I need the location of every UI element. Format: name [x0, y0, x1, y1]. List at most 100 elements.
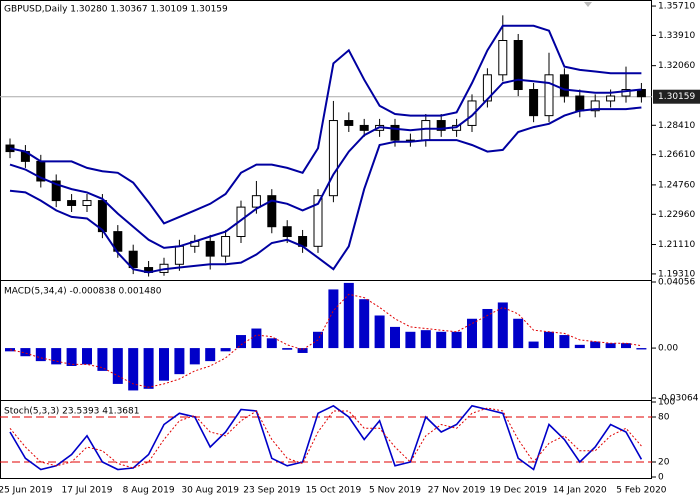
candle-body: [51, 180, 61, 202]
y-tick-label: -0.03064: [658, 394, 699, 404]
bollinger-band: [9, 106, 642, 274]
candle-body: [221, 236, 231, 257]
macd-bar: [189, 348, 200, 365]
macd-bar: [374, 315, 385, 349]
x-tick-label: 25 Jun 2019: [0, 486, 53, 496]
macd-bar: [544, 331, 554, 349]
macd-bar: [266, 338, 277, 349]
bollinger-band: [9, 24, 642, 225]
macd-bar: [205, 348, 216, 362]
candle-body: [482, 74, 492, 102]
candle-body: [590, 100, 600, 112]
candle-body: [529, 89, 539, 117]
y-tick-label: 1.26610: [658, 150, 695, 160]
x-tick-label: 19 Dec 2019: [489, 486, 547, 496]
bollinger-band: [9, 78, 642, 249]
y-tick-label: 1.24760: [658, 180, 695, 190]
candle-body: [236, 206, 246, 238]
candle-body: [267, 195, 277, 228]
scroll-marker: [584, 2, 592, 7]
x-tick-label: 14 Jan 2020: [553, 486, 607, 496]
macd-bar: [159, 348, 169, 381]
y-tick-label: 0.00: [658, 344, 678, 354]
y-tick-label: 1.28410: [658, 121, 695, 131]
x-tick-label: 27 Nov 2019: [428, 486, 486, 496]
candle-body: [251, 195, 261, 208]
candle-body: [67, 200, 77, 206]
macd-bar: [559, 335, 570, 349]
indicator-line: [9, 293, 642, 388]
macd-bar: [497, 302, 508, 349]
macd-bar: [574, 344, 585, 349]
macd-bar: [513, 318, 524, 349]
y-tick-label: 0.04056: [658, 278, 695, 288]
candle-body: [421, 120, 431, 141]
macd-bar: [636, 348, 647, 350]
candle-body: [128, 250, 138, 269]
y-tick-label: 1.22960: [658, 210, 695, 220]
y-tick-label: 1.19310: [658, 269, 695, 279]
candle-body: [359, 124, 369, 131]
macd-bar: [621, 343, 631, 349]
candle-body: [205, 240, 215, 257]
macd-bar: [297, 348, 308, 353]
x-tick-label: 8 Aug 2019: [123, 486, 175, 496]
indicator-line: [9, 407, 642, 469]
y-tick-label: 0: [658, 473, 664, 483]
macd-bar: [420, 330, 431, 349]
candle-body: [174, 245, 184, 265]
macd-bar: [51, 348, 62, 365]
candle-body: [498, 40, 508, 76]
macd-bar: [97, 348, 108, 371]
candle-body: [82, 200, 92, 206]
bid-label-box: [653, 89, 700, 104]
panel-title: Stoch(5,3,3) 23.5393 41.3681: [4, 407, 139, 417]
x-tick-label: 23 Sep 2019: [243, 486, 300, 496]
candle-body: [313, 195, 323, 247]
x-tick-label: 5 Nov 2019: [369, 486, 421, 496]
macd-bar: [66, 348, 77, 367]
y-tick-label: 1.32060: [658, 61, 695, 71]
macd-bar: [467, 318, 477, 349]
candle-body: [344, 120, 354, 126]
candle-body: [575, 95, 585, 112]
x-tick-label: 5 Feb 2020: [616, 486, 667, 496]
y-tick-label: 1.35710: [658, 2, 695, 12]
macd-bar: [174, 348, 185, 375]
candle-body: [544, 74, 554, 117]
x-tick-label: 15 Oct 2019: [306, 486, 362, 496]
macd-bar: [128, 348, 139, 391]
candle-body: [559, 74, 569, 97]
macd-bar: [112, 348, 123, 384]
candle-body: [513, 40, 523, 91]
candle-body: [436, 120, 446, 131]
candle-body: [621, 89, 631, 97]
candle-body: [467, 100, 477, 126]
macd-bar: [482, 308, 493, 349]
candle-body: [606, 95, 616, 102]
macd-bar: [282, 348, 293, 350]
indicator-line: [9, 404, 643, 471]
x-tick-label: 17 Jul 2019: [62, 486, 113, 496]
macd-bar: [236, 335, 246, 349]
macd-bar: [528, 341, 539, 349]
x-tick-label: 30 Aug 2019: [181, 486, 239, 496]
bid-label: 1.30159: [658, 92, 695, 102]
macd-bar: [35, 348, 46, 362]
macd-bar: [251, 328, 262, 349]
macd-bar: [143, 348, 154, 389]
candle-body: [282, 226, 292, 238]
y-tick-label: 1.21110: [658, 240, 695, 250]
y-tick-label: 100: [658, 398, 675, 408]
macd-bar: [390, 326, 400, 349]
plot-frame: [0, 0, 652, 479]
macd-bar: [405, 331, 416, 349]
y-tick-label: 80: [658, 413, 670, 423]
macd-bar: [82, 348, 92, 365]
macd-bar: [605, 343, 616, 349]
candle-body: [328, 120, 338, 197]
panel-title: GBPUSD,Daily 1.30280 1.30367 1.30109 1.3…: [4, 5, 228, 15]
macd-bar: [20, 348, 31, 357]
macd-bar: [436, 331, 447, 349]
